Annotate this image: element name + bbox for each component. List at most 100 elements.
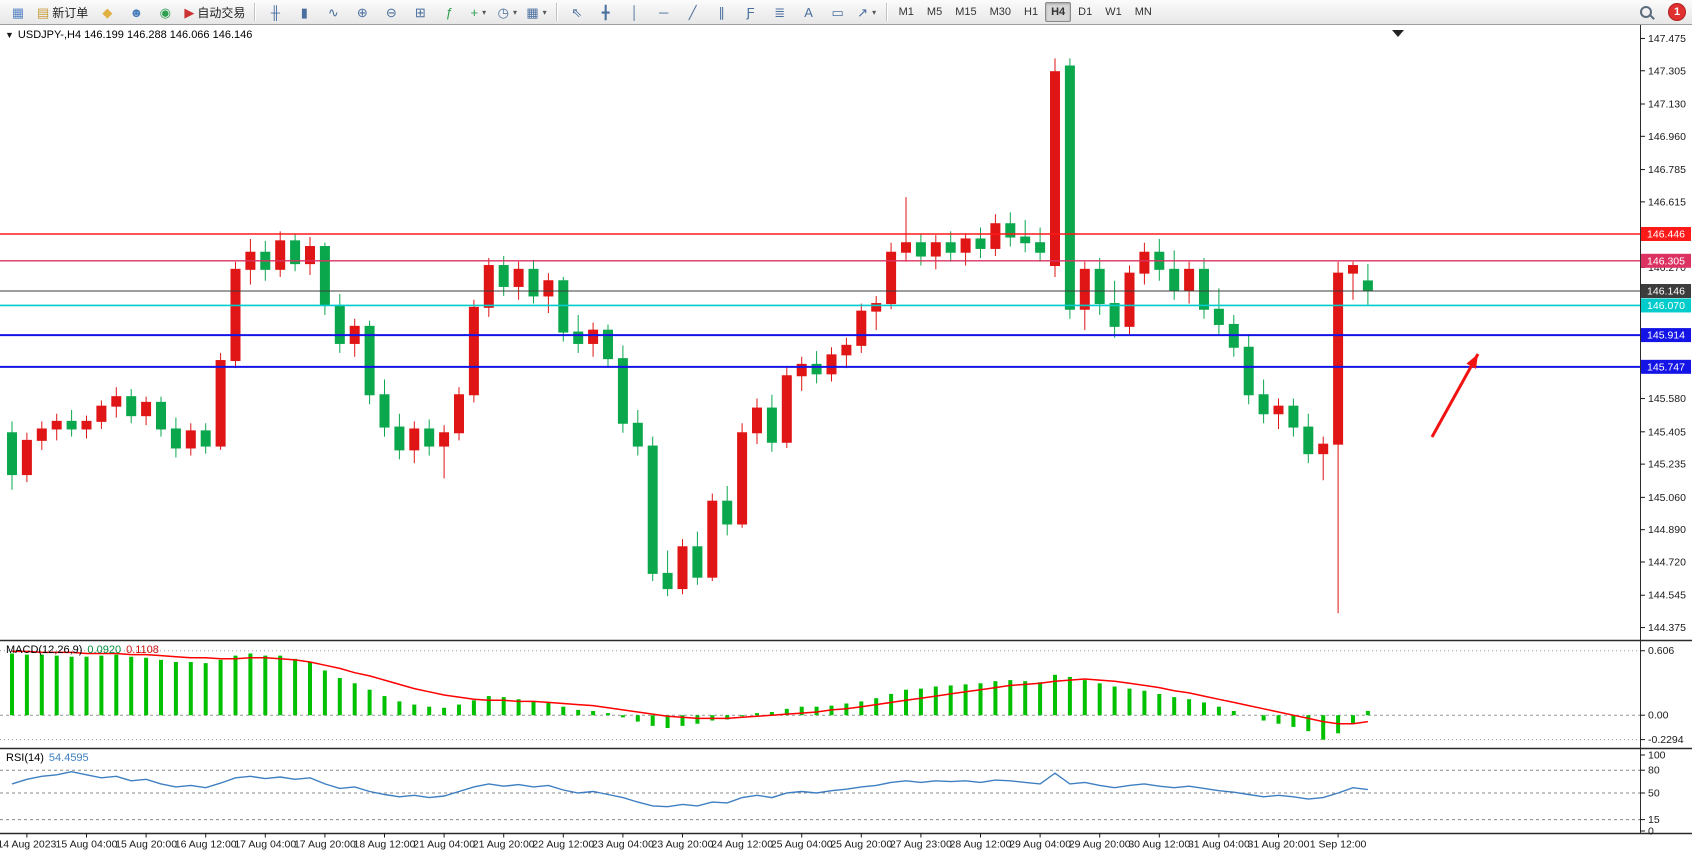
candle-body bbox=[36, 428, 47, 441]
svg-text:145.747: 145.747 bbox=[1647, 361, 1685, 373]
grid-icon: ≣ bbox=[774, 4, 786, 20]
candle-body bbox=[1050, 71, 1060, 267]
rsi-name: RSI(14) bbox=[6, 752, 44, 764]
text-label-button[interactable]: ▭ bbox=[824, 1, 852, 23]
metaeditor-button[interactable]: ◆ bbox=[93, 1, 121, 23]
price-line-label bbox=[1641, 359, 1691, 374]
chart-shift-marker[interactable] bbox=[1392, 30, 1404, 37]
timeframe-w1-button[interactable]: W1 bbox=[1105, 6, 1122, 18]
macd-signal-line bbox=[12, 650, 1369, 725]
new-order-button[interactable]: ▤ 新订单 bbox=[33, 1, 92, 23]
candle-body bbox=[1273, 405, 1284, 415]
candle-body bbox=[1213, 308, 1224, 325]
add-indicator-icon: + bbox=[470, 4, 479, 20]
timeframe-mn-button[interactable]: MN bbox=[1134, 6, 1152, 18]
svg-text:145.914: 145.914 bbox=[1647, 330, 1685, 342]
candle-body bbox=[558, 280, 569, 333]
periods-button[interactable]: ◷ ▾ bbox=[493, 1, 521, 23]
candle-body bbox=[930, 242, 941, 257]
trendline-button[interactable]: ╱ bbox=[679, 1, 707, 23]
notification-badge[interactable]: 1 bbox=[1668, 3, 1686, 21]
templates-button[interactable]: ▦ ▾ bbox=[522, 1, 550, 23]
zoom-in-button[interactable]: ⊕ bbox=[348, 1, 376, 23]
time-tick-label: 18 Aug 12:00 bbox=[354, 839, 416, 851]
candle-body bbox=[141, 401, 152, 417]
crosshair-button[interactable]: ╋ bbox=[592, 1, 620, 23]
line-chart-type-button[interactable]: ∿ bbox=[319, 1, 347, 23]
tile-windows-button[interactable]: ⊞ bbox=[406, 1, 434, 23]
profiles-button[interactable]: ☻ bbox=[122, 1, 150, 23]
candle-body bbox=[394, 426, 405, 451]
price-tick-label: 145.405 bbox=[1648, 426, 1686, 438]
horizontal-line-button[interactable]: ─ bbox=[650, 1, 678, 23]
candle-body bbox=[513, 268, 524, 287]
rsi-value: 54.4595 bbox=[48, 752, 89, 764]
time-tick-label: 21 Aug 20:00 bbox=[473, 839, 535, 851]
price-tick-label: 145.060 bbox=[1648, 492, 1686, 504]
timeframe-m5-button[interactable]: M5 bbox=[926, 6, 943, 18]
candle-body bbox=[573, 331, 584, 344]
zoom-out-button[interactable]: ⊖ bbox=[377, 1, 405, 23]
timeframe-m15-button[interactable]: M15 bbox=[955, 6, 977, 18]
toolbar-separator bbox=[885, 3, 888, 21]
candlestick-type-icon: ▮ bbox=[300, 4, 308, 20]
add-indicator-button[interactable]: + ▾ bbox=[464, 1, 492, 23]
rsi-tick-label: 15 bbox=[1648, 814, 1660, 826]
candle-body bbox=[647, 445, 658, 574]
time-tick-label: 29 Aug 04:00 bbox=[1009, 839, 1071, 851]
price-tick-label: 146.785 bbox=[1648, 164, 1686, 176]
candle-body bbox=[1109, 303, 1120, 327]
timeframe-m1-button[interactable]: M1 bbox=[898, 6, 914, 18]
metaeditor-icon: ◆ bbox=[102, 4, 113, 20]
fibonacci-button[interactable]: Ƒ bbox=[737, 1, 765, 23]
cursor-button[interactable]: ⇖ bbox=[563, 1, 591, 23]
candle-body bbox=[871, 303, 882, 312]
candle-body bbox=[290, 240, 301, 265]
equidistant-channel-button[interactable]: ∥ bbox=[708, 1, 736, 23]
arrow-annotation[interactable] bbox=[1430, 353, 1480, 438]
candle-body bbox=[498, 265, 509, 287]
market-watch-button[interactable]: ◉ bbox=[151, 1, 179, 23]
candle-body bbox=[1318, 443, 1329, 455]
bar-chart-type-button[interactable]: ╫ bbox=[261, 1, 289, 23]
chart-canvas[interactable]: 147.475 147.305 147.130 146.960 146.785 146.6… bbox=[0, 25, 1692, 854]
chart-title-text: USDJPY-,H4 146.199 146.288 146.066 146.1… bbox=[17, 29, 253, 41]
vertical-line-icon: │ bbox=[630, 4, 639, 20]
candle-body bbox=[811, 363, 822, 375]
zoom-in-icon: ⊕ bbox=[356, 4, 368, 20]
chart-window: 147.475 147.305 147.130 146.960 146.785 146.6… bbox=[0, 25, 1692, 854]
candle-body bbox=[439, 432, 450, 447]
autotrading-button[interactable]: ▶ 自动交易 bbox=[180, 1, 249, 23]
timeframe-h4-button[interactable]: H4 bbox=[1045, 2, 1072, 22]
price-line-label bbox=[1641, 298, 1691, 313]
periods-icon: ◷ bbox=[497, 4, 509, 20]
vertical-line-button[interactable]: │ bbox=[621, 1, 649, 23]
svg-text:146.146: 146.146 bbox=[1647, 286, 1685, 298]
toolbar: ▦ ▤ 新订单 ◆ ☻ ◉ ▶ 自动交易 ╫ ▮ ∿ ⊕ ⊖ ⊞ ƒ + ▾ ◷ ▾ ▦ ▾ ⇖ ╋ │ ─ ╱ ∥ Ƒ ≣ A ▭ ↗ ▾… bbox=[0, 0, 1692, 25]
text-button[interactable]: A bbox=[795, 1, 823, 23]
rsi-tick-label: 100 bbox=[1648, 750, 1666, 762]
grid-button[interactable]: ≣ bbox=[766, 1, 794, 23]
candle-body bbox=[603, 329, 613, 360]
candle-body bbox=[543, 280, 554, 297]
candle-body bbox=[960, 238, 971, 253]
trendline-icon: ╱ bbox=[688, 4, 697, 20]
new-chart-button[interactable]: ▦ bbox=[4, 1, 32, 23]
macd-signal-value: 0.1108 bbox=[126, 644, 159, 656]
text-label-icon: ▭ bbox=[831, 4, 844, 20]
timeframe-h1-button[interactable]: H1 bbox=[1024, 6, 1039, 18]
time-tick-label: 24 Aug 12:00 bbox=[711, 839, 773, 851]
indicators-button[interactable]: ƒ bbox=[435, 1, 463, 23]
search-button[interactable] bbox=[1632, 1, 1660, 23]
arrows-button[interactable]: ↗ ▾ bbox=[853, 1, 881, 23]
timeframe-m30-button[interactable]: M30 bbox=[989, 6, 1012, 18]
toolbar-right: 1 bbox=[1632, 1, 1688, 23]
time-tick-label: 28 Aug 12:00 bbox=[950, 839, 1012, 851]
candlestick-type-button[interactable]: ▮ bbox=[290, 1, 318, 23]
dropdown-arrow-icon: ▾ bbox=[872, 7, 877, 17]
timeframe-d1-button[interactable]: D1 bbox=[1078, 6, 1093, 18]
candle-body bbox=[856, 310, 867, 346]
time-tick-label: 22 Aug 12:00 bbox=[532, 839, 594, 851]
candle-body bbox=[81, 420, 92, 430]
chart-menu-icon[interactable]: ▼ bbox=[5, 30, 14, 40]
